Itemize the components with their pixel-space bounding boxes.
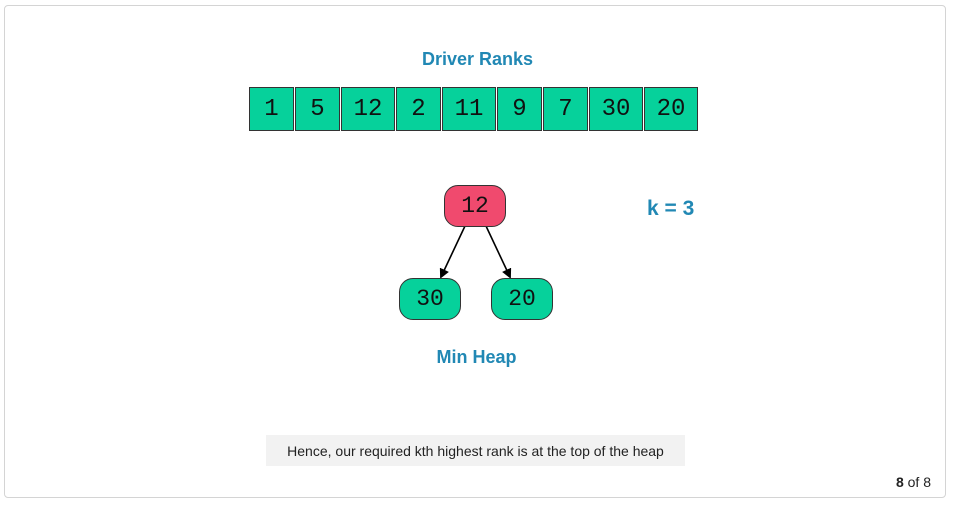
- array-cell: 11: [442, 87, 496, 131]
- k-value-label: k = 3: [647, 197, 695, 220]
- pager-current: 8: [895, 474, 904, 490]
- array-cell: 7: [543, 87, 588, 131]
- slide-frame: [4, 5, 946, 498]
- pager-total: of 8: [907, 474, 931, 490]
- array-title: Driver Ranks: [421, 49, 534, 69]
- array-cell: 30: [589, 87, 643, 131]
- heap-label: Min Heap: [436, 347, 517, 367]
- slide-caption: Hence, our required kth highest rank is …: [266, 435, 685, 466]
- array-cell: 9: [497, 87, 542, 131]
- array-cell: 5: [295, 87, 340, 131]
- array-cell: 20: [644, 87, 698, 131]
- array-cell: 1: [249, 87, 294, 131]
- slide-pager: 8 of 8: [896, 474, 931, 490]
- heap-right-node: 20: [491, 278, 553, 320]
- heap-root-node: 12: [444, 185, 506, 227]
- array-cell: 2: [396, 87, 441, 131]
- array-cell: 12: [341, 87, 395, 131]
- rank-array: 1 5 12 2 11 9 7 30 20: [249, 87, 698, 131]
- heap-left-node: 30: [399, 278, 461, 320]
